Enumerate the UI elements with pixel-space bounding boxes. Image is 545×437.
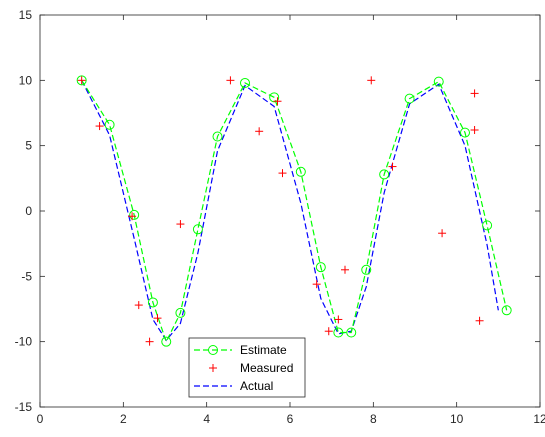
measured-point	[128, 212, 137, 221]
estimate-point	[147, 297, 158, 308]
estimate-point	[361, 264, 372, 275]
x-tick-label: 8	[370, 412, 377, 426]
estimate-point	[379, 169, 390, 180]
y-tick-label: -10	[15, 335, 33, 349]
legend-actual-label: Actual	[240, 379, 273, 393]
y-tick-label: 10	[19, 73, 33, 87]
estimate-point	[501, 305, 512, 316]
measured-point	[95, 122, 104, 131]
estimate-point	[269, 92, 280, 103]
y-tick-label: -15	[15, 400, 33, 414]
y-tick-label: 0	[25, 204, 32, 218]
estimate-point	[333, 327, 344, 338]
x-tick-label: 6	[287, 412, 294, 426]
measured-point	[438, 229, 447, 238]
measured-point	[470, 125, 479, 134]
y-tick-label: 15	[19, 8, 33, 22]
legend-estimate-marker	[208, 345, 218, 355]
series-actual-line	[81, 80, 499, 342]
estimate-point	[482, 220, 493, 231]
estimate-point	[192, 224, 203, 235]
measured-point	[324, 327, 333, 336]
measured-point	[312, 280, 321, 289]
estimate-point	[240, 77, 250, 88]
estimate-point	[76, 75, 87, 86]
x-tick-label: 12	[533, 412, 545, 426]
estimate-point	[212, 131, 223, 142]
measured-point	[255, 127, 264, 136]
measured-point	[341, 265, 349, 274]
measured-point	[273, 97, 282, 106]
estimate-point	[129, 209, 140, 220]
measured-point	[226, 76, 235, 85]
estimate-point	[295, 166, 306, 177]
measured-point	[367, 76, 376, 85]
y-tick-label: 5	[25, 139, 32, 153]
estimate-point	[433, 76, 444, 87]
estimate-point	[175, 307, 186, 318]
x-tick-label: 2	[120, 412, 127, 426]
legend: Estimate Measured Actual	[188, 337, 306, 398]
y-tick-label: -5	[21, 269, 32, 283]
measured-point	[153, 314, 162, 323]
legend-box	[188, 337, 306, 398]
measured-point	[334, 315, 343, 324]
estimate-point	[104, 119, 115, 130]
legend-measured-label: Measured	[240, 361, 293, 375]
measured-point	[134, 301, 143, 310]
measured-point	[176, 220, 185, 229]
x-tick-label: 4	[203, 412, 210, 426]
measured-point	[77, 76, 86, 85]
axes-layer: 0 2 4 6 8 10 12 -15 -10 -5 0 5 10 15	[15, 8, 545, 426]
estimate-point	[460, 127, 470, 138]
measured-point	[278, 169, 287, 178]
estimate-point	[404, 93, 415, 104]
estimate-point	[346, 327, 357, 338]
measured-point	[475, 316, 484, 325]
estimate-point	[161, 336, 172, 347]
x-tick-label: 0	[37, 412, 44, 426]
legend-estimate-label: Estimate	[240, 343, 287, 357]
estimate-point	[315, 262, 326, 273]
data-layer	[76, 75, 512, 347]
series-estimate-line	[81, 80, 508, 344]
x-tick-label: 10	[450, 412, 464, 426]
measured-point	[388, 162, 397, 171]
measured-point	[470, 89, 479, 98]
measured-point	[145, 337, 154, 346]
